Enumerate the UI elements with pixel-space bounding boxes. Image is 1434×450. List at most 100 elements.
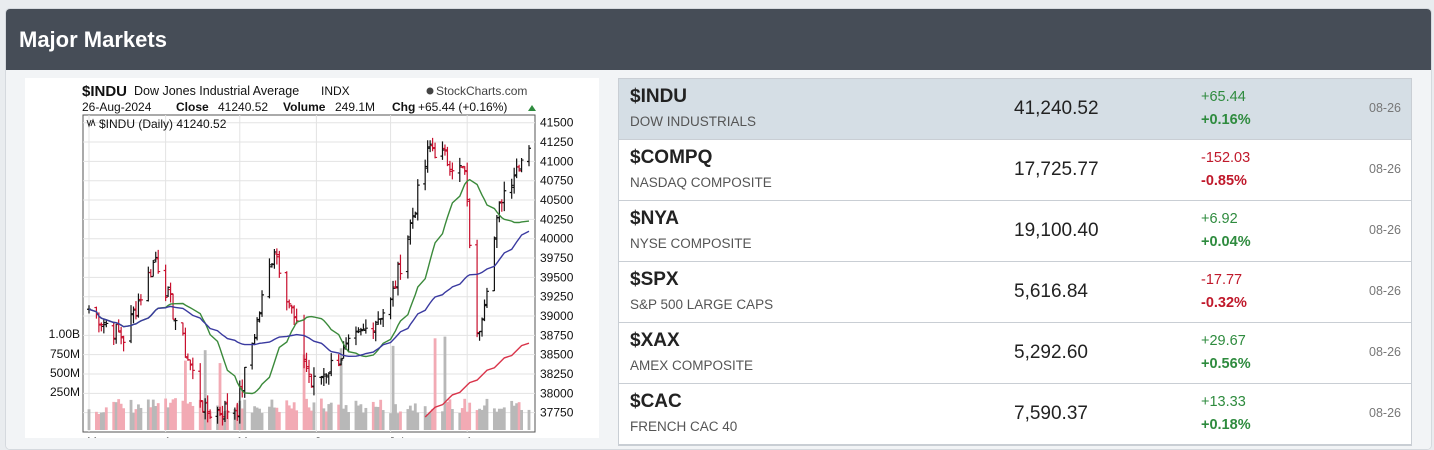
- ohlc-bar: [153, 251, 158, 263]
- volume-bar: [184, 360, 187, 430]
- ohlc-bar: [225, 393, 230, 419]
- market-price: 19,100.40: [1014, 220, 1099, 241]
- volume-bar: [406, 409, 410, 430]
- volume-bar: [226, 410, 229, 430]
- volume-bar: [208, 411, 212, 430]
- y-tick-label: 39500: [540, 270, 574, 284]
- panel-body: $INDU Dow Jones Industrial Average INDX …: [6, 70, 1431, 449]
- volume-bar: [97, 413, 101, 430]
- ohlc-bar: [183, 327, 188, 358]
- ohlc-bar: [413, 211, 418, 219]
- ohlc-bar: [398, 254, 403, 280]
- market-change: +6.92: [1201, 211, 1238, 227]
- ohlc-bar: [208, 409, 213, 419]
- ohlc-bar: [272, 248, 277, 269]
- volume-bar: [483, 405, 486, 430]
- ohlc-bar: [378, 318, 383, 325]
- y-tick-label: 41000: [540, 154, 574, 168]
- volume-bar: [327, 404, 331, 430]
- market-row[interactable]: $XAX AMEX COMPOSITE 5,292.60 +29.67 +0.56% 08…: [619, 323, 1411, 384]
- ohlc-bar: [428, 140, 433, 153]
- ohlc-bar: [138, 294, 143, 306]
- volume-bar: [329, 402, 333, 430]
- market-row[interactable]: $NYA NYSE COMPOSITE 19,100.40 +6.92 +0.04% 08…: [619, 201, 1411, 262]
- volume-bar: [468, 402, 472, 430]
- volume-bar: [413, 403, 417, 430]
- volume-bar: [465, 411, 469, 430]
- volume-bar: [305, 398, 308, 430]
- volume-bar: [423, 406, 427, 430]
- market-price: 7,590.37: [1014, 403, 1088, 424]
- volume-bar: [307, 407, 311, 430]
- volume-bar: [151, 399, 155, 430]
- ohlc-bar: [339, 358, 344, 366]
- market-row[interactable]: $CAC FRENCH CAC 40 7,590.37 +13.33 +0.18% 08-…: [619, 384, 1411, 445]
- volume-bar: [295, 410, 299, 430]
- market-symbol[interactable]: $INDU: [630, 86, 688, 107]
- volume-bar: [114, 402, 118, 430]
- volume-bar: [119, 403, 123, 430]
- market-symbol[interactable]: $COMPQ: [630, 147, 713, 168]
- ohlc-bar: [324, 373, 329, 384]
- volume-bar: [117, 399, 121, 430]
- ohlc-bar: [255, 317, 260, 341]
- volume-bar: [253, 406, 257, 430]
- volume-bar: [292, 402, 296, 430]
- market-symbol[interactable]: $NYA: [630, 208, 679, 229]
- volume-bar: [270, 399, 274, 430]
- ohlc-bar: [482, 299, 487, 322]
- close-label: Close: [176, 100, 209, 114]
- market-change: +65.44: [1201, 89, 1246, 105]
- market-row[interactable]: $INDU DOW INDUSTRIALS 41,240.52 +65.44 +0.16…: [619, 79, 1411, 140]
- market-date: 08-26: [1369, 345, 1401, 359]
- ohlc-bar: [497, 201, 502, 223]
- ohlc-bar: [257, 311, 262, 323]
- volume-bar: [391, 345, 395, 430]
- price-chart[interactable]: $INDU Dow Jones Industrial Average INDX …: [25, 78, 599, 438]
- volume-bar: [275, 407, 279, 430]
- ohlc-bar: [381, 308, 386, 328]
- ohlc-bar: [235, 402, 240, 421]
- volume-value: 249.1M: [335, 100, 375, 114]
- volume-bar: [164, 398, 168, 430]
- market-symbol[interactable]: $SPX: [630, 269, 679, 290]
- ohlc-bar: [304, 352, 309, 372]
- volume-bar: [344, 405, 348, 430]
- ohlc-bar: [356, 327, 361, 334]
- ohlc-bar: [307, 359, 311, 383]
- y-tick-label: 41250: [540, 135, 574, 149]
- volume-bar: [517, 402, 521, 430]
- volume-bar: [181, 400, 185, 430]
- y-tick-label: 38000: [540, 386, 574, 400]
- x-tick-label: Aug: [465, 435, 486, 438]
- market-symbol[interactable]: $XAX: [630, 330, 680, 351]
- volume-bar: [492, 408, 496, 430]
- market-percent: -0.85%: [1201, 173, 1247, 189]
- market-row[interactable]: $COMPQ NASDAQ COMPOSITE 17,725.77 -152.03 -0…: [619, 140, 1411, 201]
- ohlc-bar: [391, 280, 396, 307]
- ohlc-bar: [166, 286, 171, 298]
- x-tick-label: Jun: [314, 435, 333, 438]
- volume-bar: [396, 413, 400, 430]
- ohlc-bar: [509, 178, 514, 199]
- volume-bar: [322, 408, 326, 430]
- volume-bar: [389, 413, 392, 430]
- ohlc-bar: [200, 399, 205, 413]
- ohlc-bar: [151, 260, 156, 278]
- volume-bar: [379, 399, 383, 430]
- chart-symbol: $INDU: [82, 83, 127, 100]
- volume-bar: [520, 409, 523, 430]
- market-symbol[interactable]: $CAC: [630, 391, 682, 412]
- market-change: -17.77: [1201, 272, 1243, 288]
- ohlc-bar: [517, 164, 522, 172]
- ohlc-bar: [111, 321, 116, 345]
- ohlc-bar: [321, 368, 326, 387]
- volume-tick-label: 750M: [50, 347, 80, 361]
- ohlc-bar: [190, 357, 195, 380]
- ohlc-bar: [467, 198, 472, 249]
- market-name: NYSE COMPOSITE: [630, 236, 752, 251]
- volume-bar: [359, 404, 363, 430]
- volume-bar: [104, 407, 108, 430]
- volume-bar: [376, 406, 380, 430]
- market-row[interactable]: $SPX S&P 500 LARGE CAPS 5,616.84 -17.77 -0.3…: [619, 262, 1411, 323]
